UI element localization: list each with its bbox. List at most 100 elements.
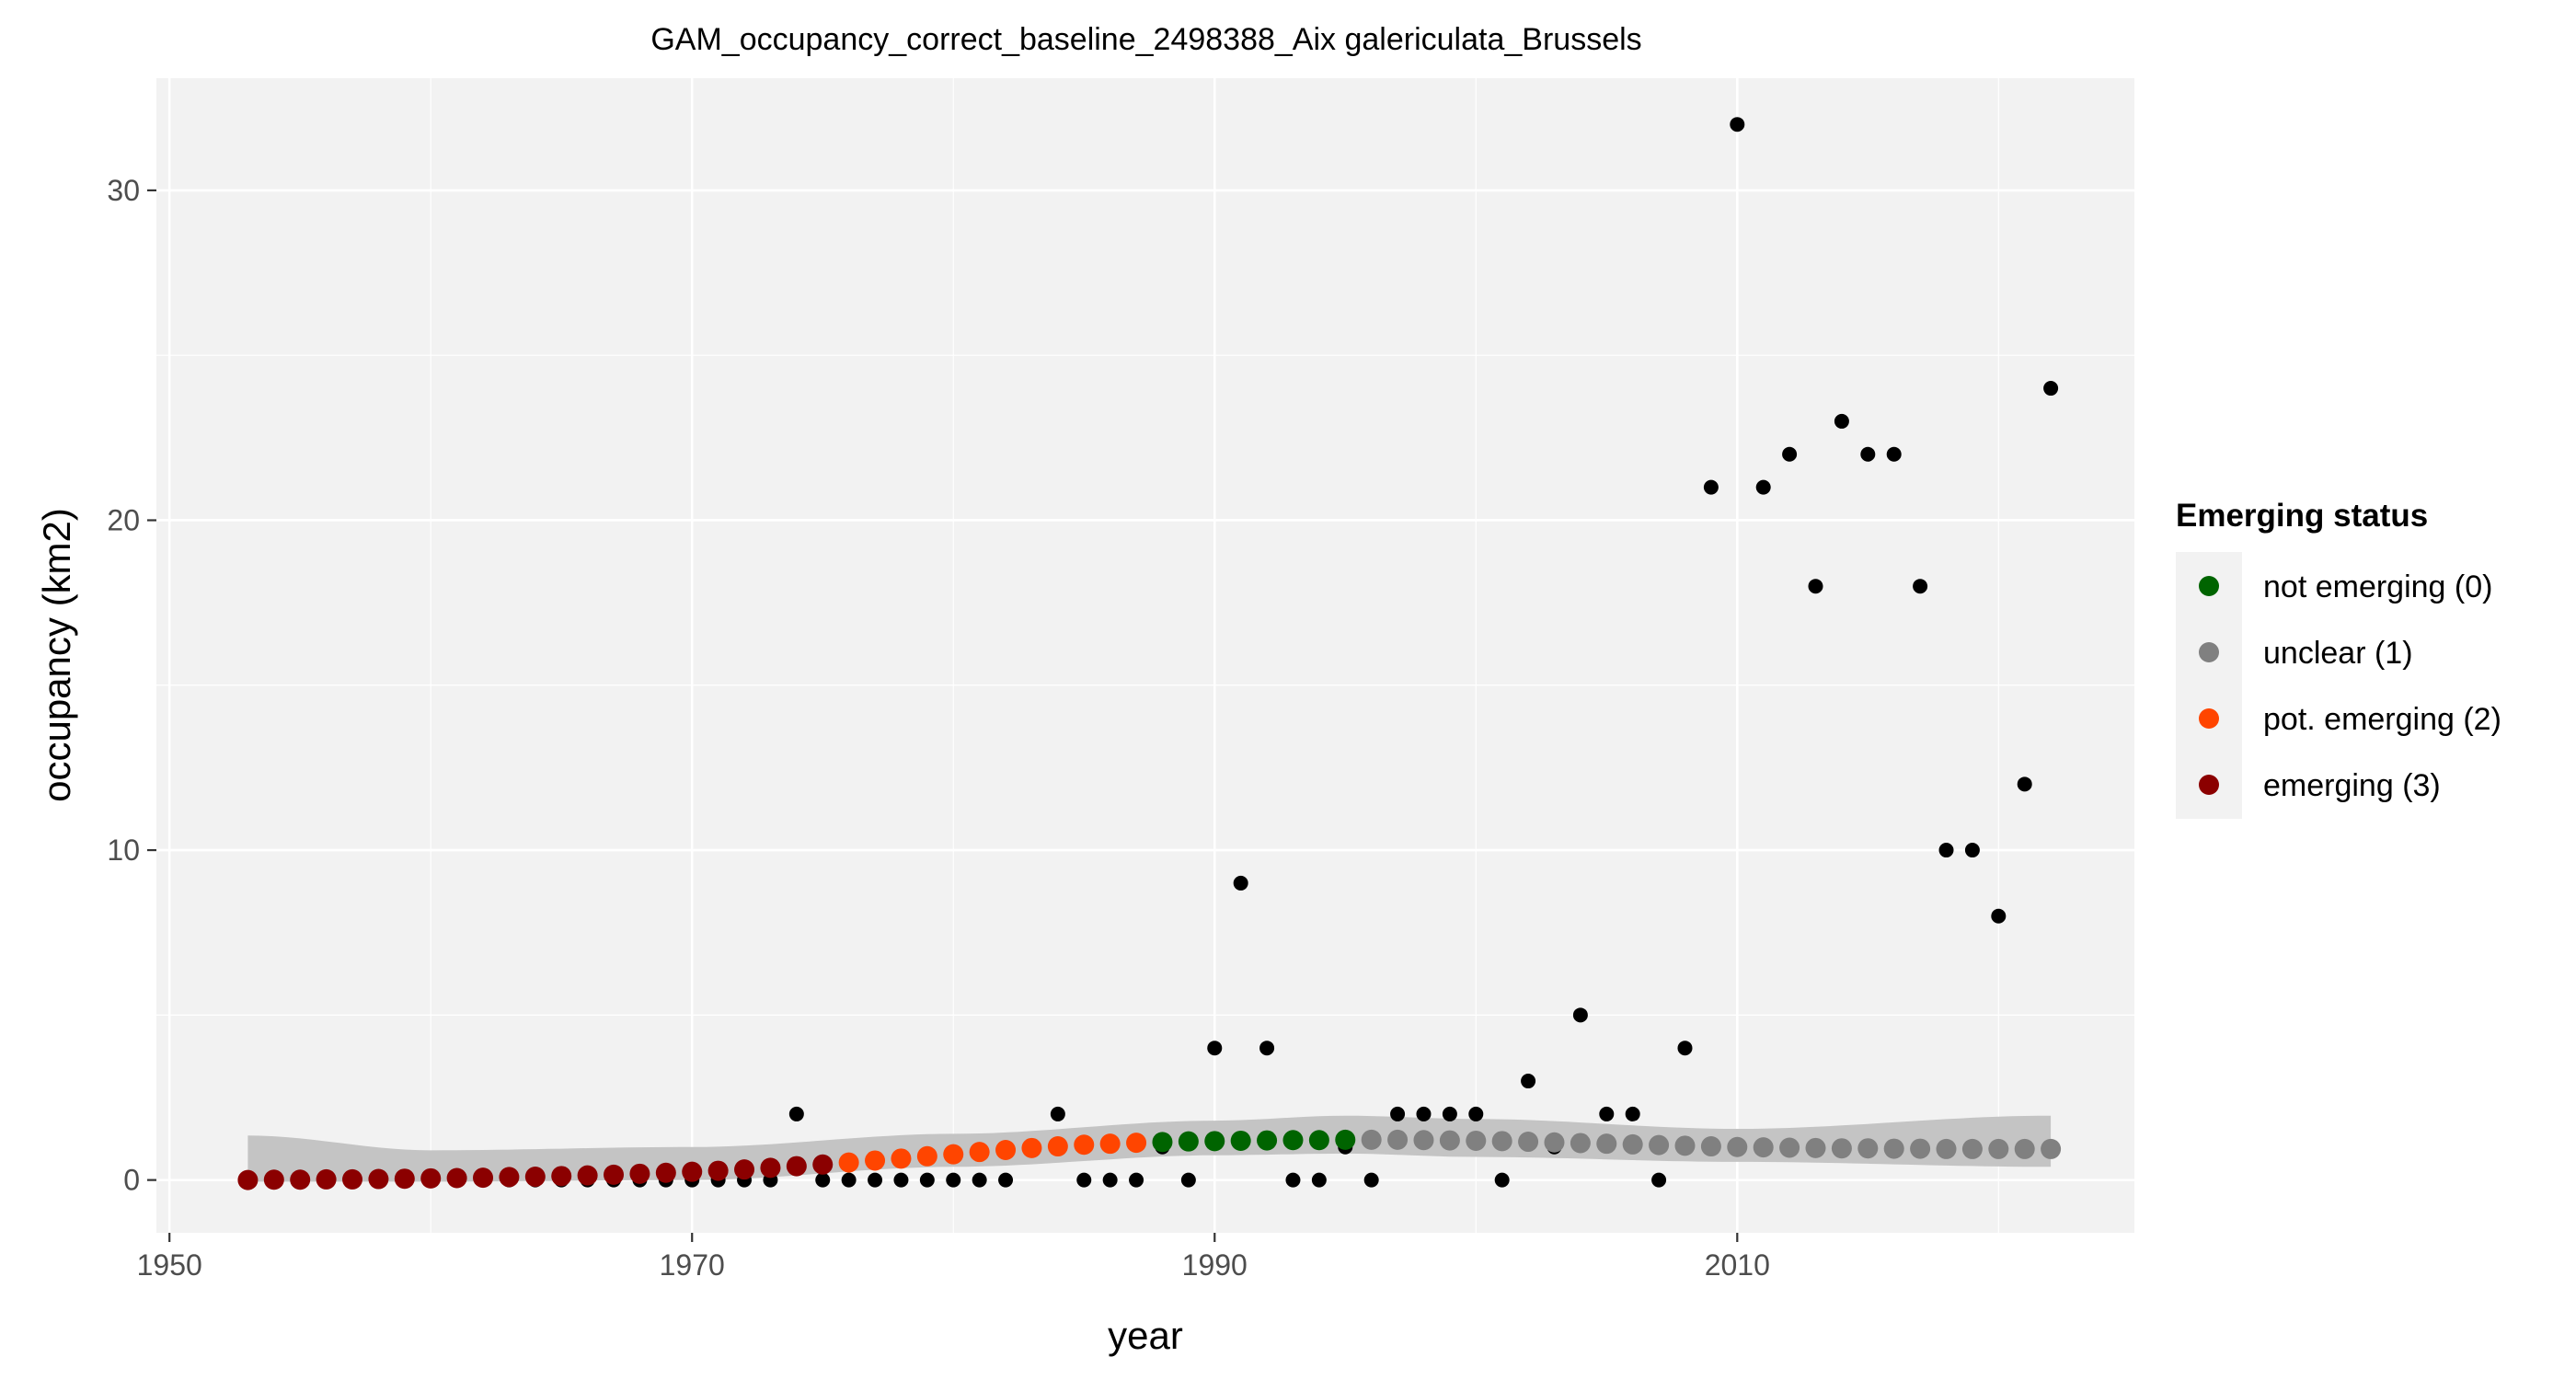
legend-label: emerging (3): [2263, 768, 2441, 803]
fitted-point: [473, 1167, 494, 1189]
fitted-point: [499, 1167, 520, 1188]
fitted-point: [1805, 1137, 1826, 1158]
fitted-point: [1570, 1133, 1591, 1154]
observed-point: [1834, 413, 1849, 429]
observed-point: [1207, 1041, 1223, 1056]
legend-label: unclear (1): [2263, 636, 2413, 671]
observed-point: [1782, 446, 1798, 462]
fitted-point: [812, 1154, 834, 1175]
observed-point: [1390, 1106, 1406, 1121]
fitted-point: [1021, 1137, 1042, 1158]
y-tick-label: 10: [107, 834, 140, 867]
observed-point: [1494, 1172, 1510, 1188]
observed-point: [998, 1172, 1014, 1188]
fitted-point: [394, 1168, 415, 1190]
y-tick-label: 30: [107, 174, 140, 207]
fitted-point: [1936, 1138, 1957, 1159]
observed-point: [1599, 1106, 1615, 1121]
fitted-point: [1753, 1137, 1774, 1158]
fitted-point: [420, 1167, 442, 1189]
observed-point: [1180, 1172, 1196, 1188]
fitted-point: [838, 1152, 859, 1173]
y-axis: 0 10 20 30: [107, 174, 156, 1197]
observed-point: [788, 1106, 804, 1121]
fitted-point: [577, 1165, 598, 1186]
observed-point: [1233, 875, 1248, 891]
fitted-point: [1883, 1138, 1904, 1159]
plot-panel: [156, 78, 2134, 1233]
observed-point: [1964, 843, 1980, 858]
observed-point: [1129, 1172, 1144, 1188]
fitted-point: [760, 1157, 781, 1179]
fitted-point: [1152, 1132, 1173, 1153]
fitted-point: [551, 1166, 572, 1187]
fitted-point: [865, 1150, 886, 1171]
fitted-point: [1074, 1134, 1095, 1156]
observed-point: [1102, 1172, 1118, 1188]
observed-point: [868, 1172, 883, 1188]
fitted-point: [943, 1144, 964, 1165]
chart-title: GAM_occupancy_correct_baseline_2498388_A…: [650, 22, 1641, 57]
x-tick-label: 1990: [1182, 1248, 1248, 1282]
fitted-point: [1178, 1131, 1199, 1152]
fitted-point: [604, 1164, 625, 1185]
fitted-point: [1308, 1130, 1329, 1151]
observed-point: [841, 1172, 857, 1188]
fitted-point: [446, 1167, 467, 1189]
fitted-point: [1099, 1133, 1121, 1155]
observed-point: [1259, 1041, 1275, 1056]
y-tick-label: 20: [107, 503, 140, 536]
fitted-point: [342, 1168, 363, 1190]
fitted-point: [1439, 1130, 1460, 1151]
fitted-point: [2041, 1138, 2062, 1159]
fitted-point: [1466, 1130, 1487, 1151]
legend-swatch: [2199, 775, 2219, 795]
observed-point: [1991, 908, 2007, 924]
fitted-point: [1779, 1137, 1800, 1158]
fitted-point: [2014, 1138, 2035, 1159]
fitted-point: [916, 1145, 937, 1167]
y-tick-label: 0: [123, 1164, 140, 1197]
observed-point: [919, 1172, 935, 1188]
x-tick-label: 2010: [1705, 1248, 1770, 1282]
legend-swatch: [2199, 576, 2219, 596]
fitted-point: [786, 1156, 807, 1177]
fitted-point: [891, 1148, 912, 1169]
fitted-point: [1596, 1133, 1617, 1155]
observed-point: [1076, 1172, 1092, 1188]
observed-point: [1442, 1106, 1457, 1121]
observed-point: [1572, 1007, 1588, 1023]
legend-label: not emerging (0): [2263, 569, 2492, 604]
fitted-point: [237, 1169, 259, 1190]
fitted-point: [1831, 1138, 1852, 1159]
observed-point: [1938, 843, 1954, 858]
observed-point: [1363, 1172, 1379, 1188]
observed-point: [1913, 579, 1928, 594]
observed-point: [1730, 117, 1745, 132]
fitted-point: [1387, 1129, 1409, 1150]
observed-point: [946, 1172, 961, 1188]
fitted-point: [995, 1139, 1017, 1160]
fitted-point: [1544, 1132, 1565, 1153]
fitted-point: [1910, 1138, 1931, 1159]
fitted-point: [1622, 1133, 1643, 1155]
legend-label: pot. emerging (2): [2263, 702, 2501, 737]
fitted-point: [1126, 1133, 1147, 1154]
fitted-point: [524, 1167, 546, 1188]
fitted-point: [1047, 1136, 1068, 1157]
fitted-point: [290, 1169, 311, 1190]
fitted-point: [263, 1169, 284, 1190]
legend-key-background: [2176, 552, 2242, 819]
fitted-point: [1674, 1135, 1696, 1156]
observed-point: [893, 1172, 909, 1188]
fitted-point: [1961, 1138, 1983, 1159]
observed-point: [1468, 1106, 1484, 1121]
fitted-point: [1361, 1129, 1382, 1150]
fitted-point: [1988, 1138, 2009, 1159]
legend-items: not emerging (0) unclear (1) pot. emerging…: [2199, 569, 2501, 803]
observed-point: [1651, 1172, 1667, 1188]
observed-point: [2043, 381, 2059, 397]
x-tick-label: 1950: [137, 1248, 202, 1282]
fitted-point: [682, 1161, 703, 1182]
